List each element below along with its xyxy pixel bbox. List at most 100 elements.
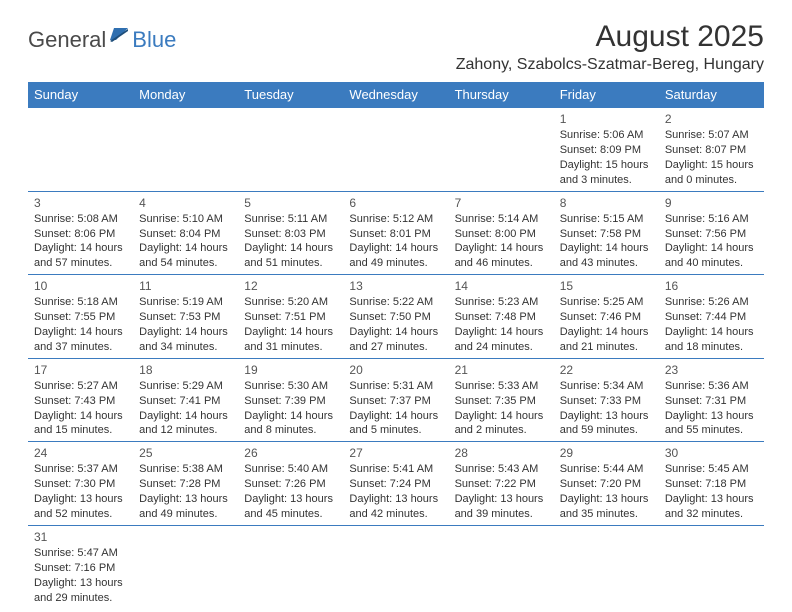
flag-icon	[110, 26, 130, 47]
day-number: 25	[139, 445, 232, 461]
weekday-header: Sunday	[28, 82, 133, 108]
daylight-line: Daylight: 14 hours and 15 minutes.	[34, 409, 127, 439]
calendar-cell	[238, 108, 343, 192]
calendar-cell: 4Sunrise: 5:10 AMSunset: 8:04 PMDaylight…	[133, 191, 238, 275]
calendar-cell: 20Sunrise: 5:31 AMSunset: 7:37 PMDayligh…	[343, 358, 448, 442]
calendar-cell: 30Sunrise: 5:45 AMSunset: 7:18 PMDayligh…	[659, 442, 764, 526]
daylight-line: Daylight: 13 hours and 29 minutes.	[34, 576, 127, 606]
sunset-line: Sunset: 7:35 PM	[455, 394, 548, 409]
calendar-cell: 16Sunrise: 5:26 AMSunset: 7:44 PMDayligh…	[659, 275, 764, 359]
day-number: 19	[244, 362, 337, 378]
day-number: 7	[455, 195, 548, 211]
sunrise-line: Sunrise: 5:20 AM	[244, 295, 337, 310]
day-number: 29	[560, 445, 653, 461]
calendar-cell	[659, 525, 764, 608]
day-number: 30	[665, 445, 758, 461]
sunset-line: Sunset: 7:41 PM	[139, 394, 232, 409]
sunset-line: Sunset: 7:55 PM	[34, 310, 127, 325]
sunset-line: Sunset: 8:09 PM	[560, 143, 653, 158]
daylight-line: Daylight: 13 hours and 55 minutes.	[665, 409, 758, 439]
day-number: 8	[560, 195, 653, 211]
daylight-line: Daylight: 14 hours and 27 minutes.	[349, 325, 442, 355]
sunset-line: Sunset: 7:43 PM	[34, 394, 127, 409]
sunrise-line: Sunrise: 5:27 AM	[34, 379, 127, 394]
day-number: 11	[139, 278, 232, 294]
calendar-cell: 11Sunrise: 5:19 AMSunset: 7:53 PMDayligh…	[133, 275, 238, 359]
daylight-line: Daylight: 14 hours and 31 minutes.	[244, 325, 337, 355]
day-number: 13	[349, 278, 442, 294]
sunset-line: Sunset: 7:20 PM	[560, 477, 653, 492]
day-number: 12	[244, 278, 337, 294]
calendar-cell	[554, 525, 659, 608]
sunset-line: Sunset: 7:37 PM	[349, 394, 442, 409]
calendar-cell: 23Sunrise: 5:36 AMSunset: 7:31 PMDayligh…	[659, 358, 764, 442]
day-number: 31	[34, 529, 127, 545]
calendar-cell	[133, 108, 238, 192]
day-number: 20	[349, 362, 442, 378]
sunset-line: Sunset: 7:39 PM	[244, 394, 337, 409]
weekday-header: Tuesday	[238, 82, 343, 108]
day-number: 27	[349, 445, 442, 461]
calendar-cell: 25Sunrise: 5:38 AMSunset: 7:28 PMDayligh…	[133, 442, 238, 526]
daylight-line: Daylight: 13 hours and 59 minutes.	[560, 409, 653, 439]
sunset-line: Sunset: 8:06 PM	[34, 227, 127, 242]
sunset-line: Sunset: 7:28 PM	[139, 477, 232, 492]
sunset-line: Sunset: 7:33 PM	[560, 394, 653, 409]
sunrise-line: Sunrise: 5:14 AM	[455, 212, 548, 227]
sunset-line: Sunset: 7:22 PM	[455, 477, 548, 492]
sunrise-line: Sunrise: 5:37 AM	[34, 462, 127, 477]
calendar-row: 31Sunrise: 5:47 AMSunset: 7:16 PMDayligh…	[28, 525, 764, 608]
daylight-line: Daylight: 13 hours and 45 minutes.	[244, 492, 337, 522]
sunrise-line: Sunrise: 5:15 AM	[560, 212, 653, 227]
daylight-line: Daylight: 13 hours and 52 minutes.	[34, 492, 127, 522]
sunrise-line: Sunrise: 5:45 AM	[665, 462, 758, 477]
day-number: 16	[665, 278, 758, 294]
daylight-line: Daylight: 13 hours and 49 minutes.	[139, 492, 232, 522]
calendar-cell	[449, 525, 554, 608]
sunset-line: Sunset: 7:58 PM	[560, 227, 653, 242]
sunrise-line: Sunrise: 5:23 AM	[455, 295, 548, 310]
sunrise-line: Sunrise: 5:34 AM	[560, 379, 653, 394]
daylight-line: Daylight: 15 hours and 3 minutes.	[560, 158, 653, 188]
day-number: 9	[665, 195, 758, 211]
sunrise-line: Sunrise: 5:29 AM	[139, 379, 232, 394]
sunrise-line: Sunrise: 5:40 AM	[244, 462, 337, 477]
day-number: 17	[34, 362, 127, 378]
day-number: 21	[455, 362, 548, 378]
sunrise-line: Sunrise: 5:44 AM	[560, 462, 653, 477]
calendar-cell: 21Sunrise: 5:33 AMSunset: 7:35 PMDayligh…	[449, 358, 554, 442]
calendar-cell: 3Sunrise: 5:08 AMSunset: 8:06 PMDaylight…	[28, 191, 133, 275]
sunset-line: Sunset: 8:01 PM	[349, 227, 442, 242]
calendar-cell: 9Sunrise: 5:16 AMSunset: 7:56 PMDaylight…	[659, 191, 764, 275]
calendar-cell	[28, 108, 133, 192]
daylight-line: Daylight: 14 hours and 12 minutes.	[139, 409, 232, 439]
sunrise-line: Sunrise: 5:33 AM	[455, 379, 548, 394]
sunset-line: Sunset: 7:44 PM	[665, 310, 758, 325]
weekday-header: Wednesday	[343, 82, 448, 108]
day-number: 4	[139, 195, 232, 211]
sunrise-line: Sunrise: 5:11 AM	[244, 212, 337, 227]
calendar-cell: 8Sunrise: 5:15 AMSunset: 7:58 PMDaylight…	[554, 191, 659, 275]
weekday-header: Thursday	[449, 82, 554, 108]
header-row: General Blue August 2025 Zahony, Szabolc…	[28, 20, 764, 74]
sunset-line: Sunset: 8:03 PM	[244, 227, 337, 242]
calendar-cell: 12Sunrise: 5:20 AMSunset: 7:51 PMDayligh…	[238, 275, 343, 359]
sunrise-line: Sunrise: 5:18 AM	[34, 295, 127, 310]
brand-text-1: General	[28, 27, 106, 53]
daylight-line: Daylight: 13 hours and 32 minutes.	[665, 492, 758, 522]
daylight-line: Daylight: 14 hours and 37 minutes.	[34, 325, 127, 355]
daylight-line: Daylight: 14 hours and 43 minutes.	[560, 241, 653, 271]
sunset-line: Sunset: 7:24 PM	[349, 477, 442, 492]
day-number: 14	[455, 278, 548, 294]
sunrise-line: Sunrise: 5:30 AM	[244, 379, 337, 394]
day-number: 24	[34, 445, 127, 461]
calendar-cell: 1Sunrise: 5:06 AMSunset: 8:09 PMDaylight…	[554, 108, 659, 192]
daylight-line: Daylight: 14 hours and 51 minutes.	[244, 241, 337, 271]
day-number: 15	[560, 278, 653, 294]
sunset-line: Sunset: 7:46 PM	[560, 310, 653, 325]
daylight-line: Daylight: 13 hours and 35 minutes.	[560, 492, 653, 522]
daylight-line: Daylight: 14 hours and 5 minutes.	[349, 409, 442, 439]
brand-text-2: Blue	[132, 27, 176, 53]
calendar-cell: 14Sunrise: 5:23 AMSunset: 7:48 PMDayligh…	[449, 275, 554, 359]
sunset-line: Sunset: 7:31 PM	[665, 394, 758, 409]
